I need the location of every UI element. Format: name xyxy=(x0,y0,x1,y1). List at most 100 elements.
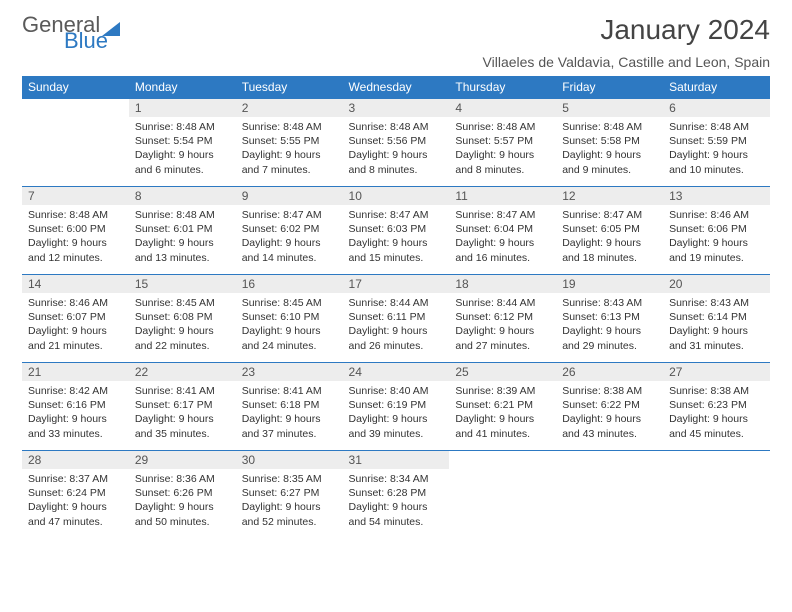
calendar-cell: 12Sunrise: 8:47 AMSunset: 6:05 PMDayligh… xyxy=(556,187,663,275)
calendar-cell: 11Sunrise: 8:47 AMSunset: 6:04 PMDayligh… xyxy=(449,187,556,275)
day-details: Sunrise: 8:43 AMSunset: 6:13 PMDaylight:… xyxy=(556,293,663,357)
weekday-saturday: Saturday xyxy=(663,76,770,99)
day-details: Sunrise: 8:47 AMSunset: 6:03 PMDaylight:… xyxy=(343,205,450,269)
day-number: 20 xyxy=(663,275,770,293)
weekday-header-row: Sunday Monday Tuesday Wednesday Thursday… xyxy=(22,76,770,99)
day-details: Sunrise: 8:38 AMSunset: 6:22 PMDaylight:… xyxy=(556,381,663,445)
calendar-cell: 4Sunrise: 8:48 AMSunset: 5:57 PMDaylight… xyxy=(449,99,556,187)
day-number: 12 xyxy=(556,187,663,205)
day-number: 23 xyxy=(236,363,343,381)
day-details: Sunrise: 8:37 AMSunset: 6:24 PMDaylight:… xyxy=(22,469,129,533)
day-details: Sunrise: 8:41 AMSunset: 6:17 PMDaylight:… xyxy=(129,381,236,445)
day-number: 24 xyxy=(343,363,450,381)
day-details: Sunrise: 8:48 AMSunset: 5:59 PMDaylight:… xyxy=(663,117,770,181)
location-subtitle: Villaeles de Valdavia, Castille and Leon… xyxy=(22,54,770,70)
day-number: 18 xyxy=(449,275,556,293)
calendar-cell xyxy=(663,451,770,539)
calendar-cell xyxy=(556,451,663,539)
day-number: 2 xyxy=(236,99,343,117)
calendar-cell xyxy=(449,451,556,539)
day-number: 6 xyxy=(663,99,770,117)
calendar-cell: 10Sunrise: 8:47 AMSunset: 6:03 PMDayligh… xyxy=(343,187,450,275)
day-details: Sunrise: 8:45 AMSunset: 6:10 PMDaylight:… xyxy=(236,293,343,357)
day-number: 4 xyxy=(449,99,556,117)
day-number: 13 xyxy=(663,187,770,205)
calendar-cell: 3Sunrise: 8:48 AMSunset: 5:56 PMDaylight… xyxy=(343,99,450,187)
calendar-week-row: 7Sunrise: 8:48 AMSunset: 6:00 PMDaylight… xyxy=(22,187,770,275)
calendar-cell: 15Sunrise: 8:45 AMSunset: 6:08 PMDayligh… xyxy=(129,275,236,363)
day-number: 5 xyxy=(556,99,663,117)
day-details: Sunrise: 8:48 AMSunset: 5:54 PMDaylight:… xyxy=(129,117,236,181)
calendar-week-row: 14Sunrise: 8:46 AMSunset: 6:07 PMDayligh… xyxy=(22,275,770,363)
title-block: January 2024 xyxy=(600,14,770,46)
calendar-week-row: 1Sunrise: 8:48 AMSunset: 5:54 PMDaylight… xyxy=(22,99,770,187)
calendar-cell: 1Sunrise: 8:48 AMSunset: 5:54 PMDaylight… xyxy=(129,99,236,187)
header: General Blue January 2024 xyxy=(22,14,770,52)
day-details: Sunrise: 8:47 AMSunset: 6:02 PMDaylight:… xyxy=(236,205,343,269)
day-details: Sunrise: 8:42 AMSunset: 6:16 PMDaylight:… xyxy=(22,381,129,445)
day-number: 3 xyxy=(343,99,450,117)
day-number: 17 xyxy=(343,275,450,293)
calendar-cell: 28Sunrise: 8:37 AMSunset: 6:24 PMDayligh… xyxy=(22,451,129,539)
calendar-cell: 25Sunrise: 8:39 AMSunset: 6:21 PMDayligh… xyxy=(449,363,556,451)
day-details: Sunrise: 8:41 AMSunset: 6:18 PMDaylight:… xyxy=(236,381,343,445)
day-details: Sunrise: 8:46 AMSunset: 6:06 PMDaylight:… xyxy=(663,205,770,269)
day-number: 16 xyxy=(236,275,343,293)
day-number: 30 xyxy=(236,451,343,469)
day-details: Sunrise: 8:47 AMSunset: 6:05 PMDaylight:… xyxy=(556,205,663,269)
calendar-cell: 21Sunrise: 8:42 AMSunset: 6:16 PMDayligh… xyxy=(22,363,129,451)
page-title: January 2024 xyxy=(600,14,770,46)
calendar-cell: 20Sunrise: 8:43 AMSunset: 6:14 PMDayligh… xyxy=(663,275,770,363)
calendar-cell: 5Sunrise: 8:48 AMSunset: 5:58 PMDaylight… xyxy=(556,99,663,187)
day-details: Sunrise: 8:47 AMSunset: 6:04 PMDaylight:… xyxy=(449,205,556,269)
day-details: Sunrise: 8:48 AMSunset: 5:58 PMDaylight:… xyxy=(556,117,663,181)
day-number: 25 xyxy=(449,363,556,381)
day-number: 31 xyxy=(343,451,450,469)
day-number: 26 xyxy=(556,363,663,381)
day-number: 29 xyxy=(129,451,236,469)
calendar-cell xyxy=(22,99,129,187)
day-number: 9 xyxy=(236,187,343,205)
day-number: 19 xyxy=(556,275,663,293)
calendar-cell: 19Sunrise: 8:43 AMSunset: 6:13 PMDayligh… xyxy=(556,275,663,363)
day-details: Sunrise: 8:45 AMSunset: 6:08 PMDaylight:… xyxy=(129,293,236,357)
calendar-cell: 14Sunrise: 8:46 AMSunset: 6:07 PMDayligh… xyxy=(22,275,129,363)
calendar-cell: 24Sunrise: 8:40 AMSunset: 6:19 PMDayligh… xyxy=(343,363,450,451)
day-details: Sunrise: 8:44 AMSunset: 6:11 PMDaylight:… xyxy=(343,293,450,357)
day-details: Sunrise: 8:35 AMSunset: 6:27 PMDaylight:… xyxy=(236,469,343,533)
calendar-cell: 6Sunrise: 8:48 AMSunset: 5:59 PMDaylight… xyxy=(663,99,770,187)
day-number: 1 xyxy=(129,99,236,117)
logo: General Blue xyxy=(22,14,120,52)
calendar-cell: 9Sunrise: 8:47 AMSunset: 6:02 PMDaylight… xyxy=(236,187,343,275)
calendar-cell: 2Sunrise: 8:48 AMSunset: 5:55 PMDaylight… xyxy=(236,99,343,187)
day-number: 15 xyxy=(129,275,236,293)
calendar-week-row: 28Sunrise: 8:37 AMSunset: 6:24 PMDayligh… xyxy=(22,451,770,539)
day-details: Sunrise: 8:48 AMSunset: 5:57 PMDaylight:… xyxy=(449,117,556,181)
weekday-sunday: Sunday xyxy=(22,76,129,99)
weekday-wednesday: Wednesday xyxy=(343,76,450,99)
day-details: Sunrise: 8:36 AMSunset: 6:26 PMDaylight:… xyxy=(129,469,236,533)
day-details: Sunrise: 8:43 AMSunset: 6:14 PMDaylight:… xyxy=(663,293,770,357)
day-number: 8 xyxy=(129,187,236,205)
day-number: 11 xyxy=(449,187,556,205)
day-number: 27 xyxy=(663,363,770,381)
calendar-week-row: 21Sunrise: 8:42 AMSunset: 6:16 PMDayligh… xyxy=(22,363,770,451)
weekday-friday: Friday xyxy=(556,76,663,99)
day-number: 14 xyxy=(22,275,129,293)
day-details: Sunrise: 8:34 AMSunset: 6:28 PMDaylight:… xyxy=(343,469,450,533)
day-details: Sunrise: 8:40 AMSunset: 6:19 PMDaylight:… xyxy=(343,381,450,445)
calendar-cell: 18Sunrise: 8:44 AMSunset: 6:12 PMDayligh… xyxy=(449,275,556,363)
day-number: 21 xyxy=(22,363,129,381)
weekday-thursday: Thursday xyxy=(449,76,556,99)
calendar-cell: 26Sunrise: 8:38 AMSunset: 6:22 PMDayligh… xyxy=(556,363,663,451)
calendar-cell: 23Sunrise: 8:41 AMSunset: 6:18 PMDayligh… xyxy=(236,363,343,451)
weekday-monday: Monday xyxy=(129,76,236,99)
calendar-cell: 8Sunrise: 8:48 AMSunset: 6:01 PMDaylight… xyxy=(129,187,236,275)
weekday-tuesday: Tuesday xyxy=(236,76,343,99)
calendar-cell: 27Sunrise: 8:38 AMSunset: 6:23 PMDayligh… xyxy=(663,363,770,451)
day-details: Sunrise: 8:46 AMSunset: 6:07 PMDaylight:… xyxy=(22,293,129,357)
day-number: 28 xyxy=(22,451,129,469)
day-details: Sunrise: 8:44 AMSunset: 6:12 PMDaylight:… xyxy=(449,293,556,357)
calendar-grid: Sunday Monday Tuesday Wednesday Thursday… xyxy=(22,76,770,539)
logo-text-blue: Blue xyxy=(64,30,120,52)
